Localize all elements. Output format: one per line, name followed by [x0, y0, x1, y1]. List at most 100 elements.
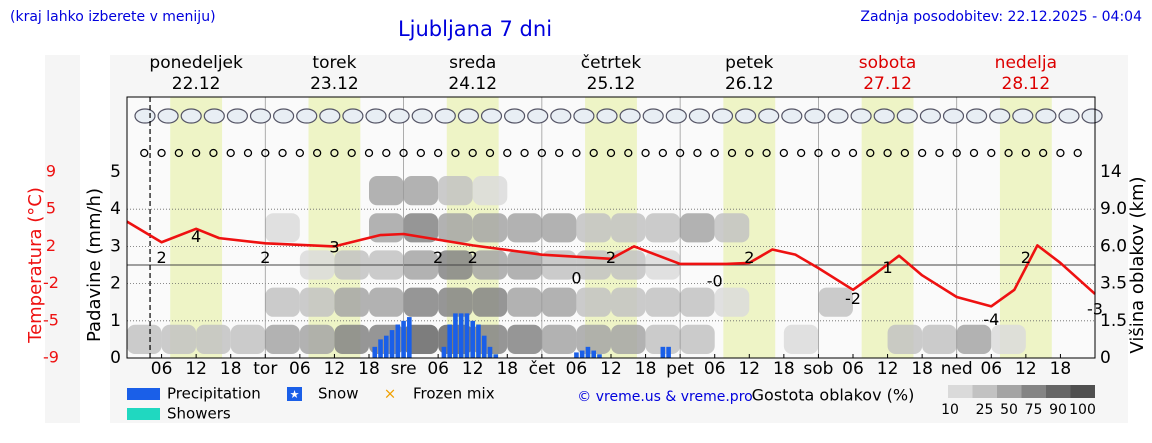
weather-icon — [249, 108, 272, 124]
temp-label: 2 — [606, 248, 616, 267]
wind-marker — [675, 148, 685, 158]
weather-icon — [573, 108, 595, 124]
y2-tick-label: 3.5 — [1100, 274, 1127, 294]
temp-label: 3 — [329, 238, 339, 257]
wind-marker — [295, 148, 305, 158]
wind-marker — [606, 148, 616, 158]
precip-bar — [493, 354, 499, 358]
cloud-cell — [611, 213, 646, 243]
weather-icon — [319, 108, 341, 124]
legend-star: ★ — [290, 388, 300, 401]
temp-tick-label: -9 — [43, 348, 59, 367]
cloud-cell — [438, 176, 473, 206]
cloud-cell — [265, 324, 300, 354]
cloud-cell — [127, 324, 162, 354]
temp-label: -4 — [983, 310, 999, 329]
precip-bar — [447, 324, 452, 358]
wind-marker — [330, 148, 339, 158]
note: (kraj lahko izberete v meniju) — [10, 9, 216, 25]
precip-bar — [660, 346, 666, 358]
cloud-cell — [680, 213, 715, 243]
cloud-scale-title: Gostota oblakov (%) — [752, 386, 915, 405]
cloud-scale-label: 100 — [1069, 402, 1096, 418]
cloud-cell — [507, 287, 542, 317]
precip-bar — [464, 313, 470, 358]
precip-bar — [585, 346, 591, 358]
cloud-cell — [611, 287, 646, 317]
daylight-band — [170, 97, 223, 358]
temp-tick-label: 5 — [46, 199, 56, 218]
precip-bar — [453, 313, 458, 358]
x-tick-label: 06 — [427, 359, 449, 379]
x-tick-label: 06 — [151, 359, 173, 379]
weather-icon — [388, 108, 410, 124]
cloud-cell — [680, 324, 715, 354]
precip-bar — [597, 354, 602, 358]
cloud-cell — [714, 213, 750, 243]
cloud-scale-label: 75 — [1025, 402, 1043, 418]
wind-marker — [1056, 148, 1065, 158]
y-tick-label: 0 — [110, 348, 121, 368]
wind-marker — [1004, 148, 1013, 158]
legend-swatch — [287, 387, 302, 401]
wind-marker — [796, 148, 806, 158]
wind-marker — [433, 148, 443, 158]
temp-label: 0 — [571, 269, 581, 288]
cloud-cell — [369, 287, 404, 317]
temp-axis-title: Temperatura (°C) — [25, 187, 46, 344]
cloud-scale-box — [1070, 385, 1095, 398]
wind-marker — [917, 148, 927, 158]
y-tick-label: 1 — [110, 311, 121, 331]
cloud-cell — [645, 324, 681, 354]
cloud-cell — [991, 324, 1026, 354]
temp-label: 2 — [468, 248, 478, 267]
weather-icon — [919, 108, 942, 124]
legend-label: Precipitation — [167, 385, 261, 403]
weather-icon — [503, 108, 526, 124]
weather-icon — [226, 108, 248, 124]
y-tick-label: 2 — [110, 274, 121, 294]
cloud-cell — [680, 287, 715, 317]
x-tick-label: 12 — [600, 359, 622, 379]
weather-icon — [642, 108, 664, 124]
weather-icon — [734, 108, 757, 124]
cloud-cell — [230, 324, 266, 354]
cloud-cell — [541, 324, 577, 354]
cloud-cell — [438, 213, 473, 243]
wind-marker — [554, 148, 564, 158]
wind-marker — [693, 148, 702, 158]
weather-icon — [989, 108, 1011, 124]
weather-icon — [850, 108, 872, 124]
cloud-cell — [714, 287, 750, 317]
legend-swatch — [127, 408, 160, 420]
weather-icon — [157, 108, 179, 124]
wind-marker — [364, 148, 374, 158]
y-tick-label: 5 — [110, 162, 121, 182]
wind-marker — [745, 148, 754, 158]
cloud-cell — [472, 176, 508, 206]
cloud-cell — [472, 324, 508, 354]
precip-bar — [458, 313, 464, 358]
wind-marker — [987, 148, 996, 158]
cloud-scale-label: 25 — [976, 402, 994, 418]
weather-icon — [711, 108, 734, 124]
wind-marker — [520, 148, 529, 158]
precip-bar — [487, 346, 493, 358]
y2-tick-label: 6.0 — [1100, 236, 1127, 256]
wind-marker — [935, 148, 944, 158]
weather-icon — [942, 108, 965, 124]
precip-bar — [407, 317, 412, 358]
x-tick-label: ned — [941, 359, 973, 379]
cloud-cell — [265, 213, 300, 243]
precip-bar — [395, 324, 401, 358]
wind-marker — [866, 148, 875, 158]
daylight-band — [861, 97, 914, 358]
cloud-cell — [576, 213, 611, 243]
wind-marker — [831, 148, 840, 158]
day-name: ponedeljek — [149, 53, 243, 73]
wind-marker — [1073, 148, 1082, 158]
wind-marker — [848, 148, 858, 158]
cloud-cell — [403, 176, 439, 206]
cloud-cell — [369, 176, 404, 206]
day-name: četrtek — [581, 53, 642, 73]
